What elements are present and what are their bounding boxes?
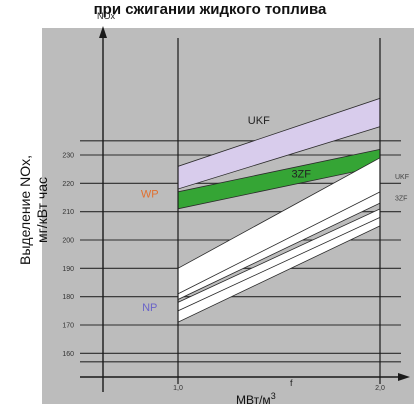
y-tick-label: 190 <box>62 266 74 273</box>
tick-labels: 160 170 180 190 200 210 220 230 1,0 2,0 <box>62 153 385 393</box>
x-axis-unit-text: МВт/м <box>236 393 271 407</box>
label-3zf: 3ZF <box>291 169 311 181</box>
y-tick-label: 200 <box>62 238 74 245</box>
chart-title: при сжигании жидкого топлива <box>94 1 327 18</box>
y-axis-title-line2: мг/кВт час <box>34 177 50 243</box>
band-edge-line <box>178 191 381 295</box>
y-axis-title-line1: Выделение NOx, <box>17 155 33 265</box>
label-ukf: UKF <box>248 115 270 127</box>
x-axis-unit-superscript: 3 <box>271 391 276 401</box>
x-axis-name: f <box>290 378 293 388</box>
series-labels: UKF 3ZF WP NP UKF 3ZF <box>141 115 409 314</box>
y-tick-label: 220 <box>62 181 74 188</box>
label-np: NP <box>142 302 157 314</box>
label-wp: WP <box>141 189 159 201</box>
x-axis-unit: МВт/м3 <box>236 391 276 407</box>
x-tick-label: 2,0 <box>375 385 385 392</box>
y-tick-label: 180 <box>62 294 74 301</box>
y-tick-label: 170 <box>62 323 74 330</box>
side-label-ukf: UKF <box>395 174 409 181</box>
y-tick-label: 210 <box>62 209 74 216</box>
axes <box>80 26 410 392</box>
y-tick-label: 230 <box>62 153 74 160</box>
y-axis-name: NOx <box>97 11 116 21</box>
x-tick-label: 1,0 <box>173 385 183 392</box>
x-axis-arrow <box>398 373 410 381</box>
y-tick-label: 160 <box>62 351 74 358</box>
y-axis-arrow <box>99 26 107 38</box>
plot-background <box>42 28 414 404</box>
y-axis-title: Выделение NOx, мг/кВт час <box>17 155 50 265</box>
band-edge-line <box>178 216 381 312</box>
side-label-3zf: 3ZF <box>395 195 407 202</box>
